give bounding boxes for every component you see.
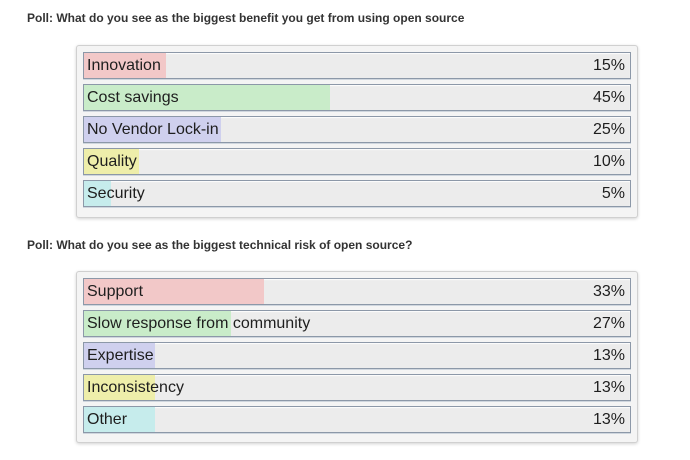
poll-2-label-support: Support: [87, 283, 144, 300]
poll-1-label-quality: Quality: [87, 153, 137, 170]
poll-2-row-support: Support 33%: [83, 278, 631, 305]
poll-2-results-panel: Support 33% Slow response from community…: [76, 271, 638, 443]
poll-1-percent-innovation: 15%: [592, 57, 625, 74]
poll-2-label-inconsistency: Inconsistency: [87, 379, 184, 396]
poll-2-label-other: Other: [87, 411, 128, 428]
poll-2-percent-expertise: 13%: [592, 347, 625, 364]
poll-1-bar-innovation: [84, 53, 166, 78]
poll-2-percent-other: 13%: [592, 411, 625, 428]
poll-1-row-quality: Quality 10%: [83, 148, 631, 175]
poll-1-label-cost-savings: Cost savings: [87, 89, 179, 106]
poll-2-row-slow-response: Slow response from community 27%: [83, 310, 631, 337]
poll-2-percent-inconsistency: 13%: [592, 379, 625, 396]
poll-2-label-expertise: Expertise: [87, 347, 154, 364]
poll-1-results-panel: Innovation 15% Cost savings 45% No Vendo…: [76, 45, 638, 218]
poll-1-label-no-vendor-lock-in: No Vendor Lock-in: [87, 121, 219, 138]
poll-2-bar-expertise: [84, 343, 155, 368]
poll-2-title: Poll: What do you see as the biggest tec…: [27, 238, 413, 252]
poll-2-bar-other: [84, 407, 155, 432]
poll-2-bar-slow-response: [84, 311, 232, 336]
poll-1-percent-security: 5%: [601, 185, 625, 202]
poll-1-row-security: Security 5%: [83, 180, 631, 207]
poll-1-percent-cost-savings: 45%: [592, 89, 625, 106]
poll-1-row-no-vendor-lock-in: No Vendor Lock-in 25%: [83, 116, 631, 143]
poll-1-rows: Innovation 15% Cost savings 45% No Vendo…: [83, 52, 631, 212]
poll-1-label-security: Security: [87, 185, 145, 202]
poll-1-row-innovation: Innovation 15%: [83, 52, 631, 79]
poll-1-bar-security: [84, 181, 112, 206]
poll-2-percent-support: 33%: [592, 283, 625, 300]
poll-2-row-expertise: Expertise 13%: [83, 342, 631, 369]
poll-1-bar-quality: [84, 149, 139, 174]
poll-1-row-cost-savings: Cost savings 45%: [83, 84, 631, 111]
poll-2-label-slow-response: Slow response from community: [87, 315, 311, 332]
poll-2-percent-slow-response: 27%: [592, 315, 625, 332]
poll-2-rows: Support 33% Slow response from community…: [83, 278, 631, 438]
poll-1-title: Poll: What do you see as the biggest ben…: [27, 11, 465, 25]
poll-1-percent-no-vendor-lock-in: 25%: [592, 121, 625, 138]
poll-2-bar-inconsistency: [84, 375, 155, 400]
poll-1-percent-quality: 10%: [592, 153, 625, 170]
poll-2-bar-support: [84, 279, 265, 304]
poll-1-bar-cost-savings: [84, 85, 330, 110]
poll-2-row-inconsistency: Inconsistency 13%: [83, 374, 631, 401]
poll-1-bar-no-vendor-lock-in: [84, 117, 221, 142]
poll-1-label-innovation: Innovation: [87, 57, 161, 74]
poll-2-row-other: Other 13%: [83, 406, 631, 433]
